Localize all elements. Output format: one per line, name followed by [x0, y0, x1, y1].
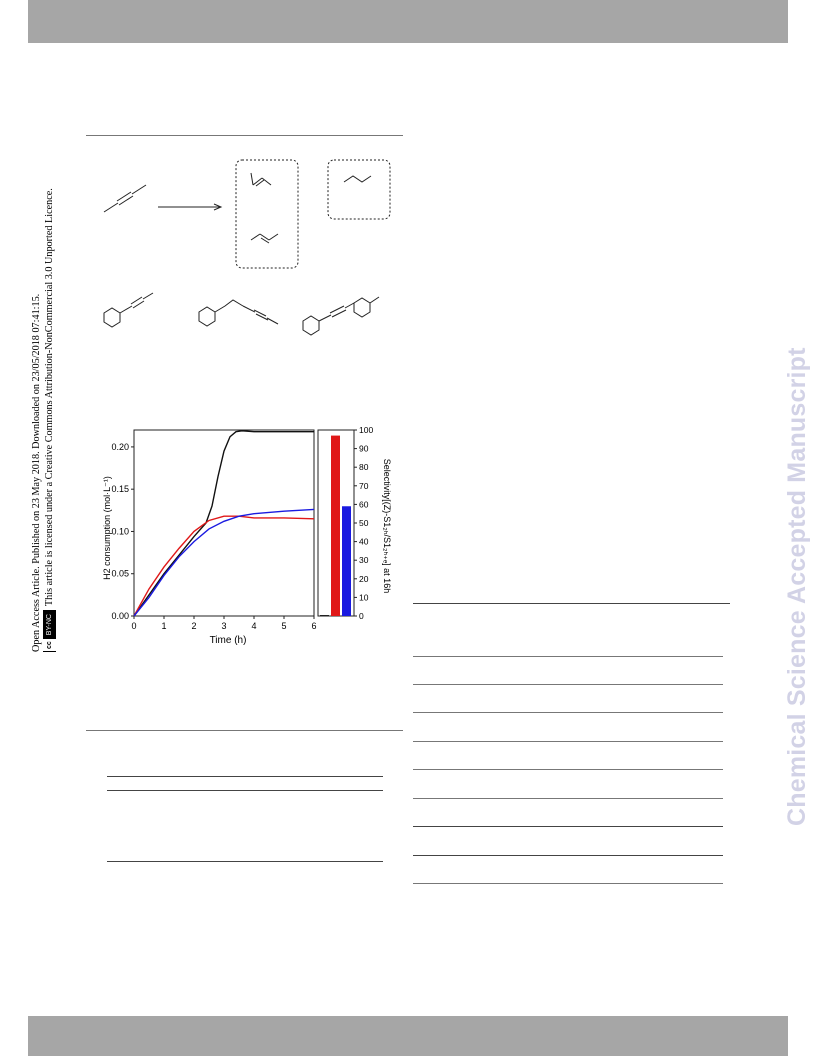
right-table-rule-2: [413, 684, 723, 685]
right-table-rule-6: [413, 798, 723, 799]
alkene-products-box: [235, 159, 299, 269]
right-table-rule-4: [413, 741, 723, 742]
right-table-rule-9: [413, 883, 723, 884]
series-line-2: [133, 515, 315, 617]
series-line-1: [133, 430, 314, 617]
table-rule-3: [107, 861, 383, 862]
x-tick-label: 1: [161, 621, 166, 631]
y-tick-label: 0.20: [111, 442, 129, 452]
x-tick-label: 2: [191, 621, 196, 631]
right-table-rule-5: [413, 769, 723, 770]
x-tick-label: 6: [311, 621, 316, 631]
x-axis-label: Time (h): [210, 635, 247, 646]
y2-tick-label: 50: [359, 518, 369, 528]
alkyne-structure: [103, 184, 147, 213]
right-table-rule-3: [413, 712, 723, 713]
y-tick-label: 0.15: [111, 484, 129, 494]
right-table-rule-1: [413, 656, 723, 657]
y2-tick-label: 90: [359, 444, 369, 454]
y2-tick-label: 70: [359, 481, 369, 491]
alkane-product-box: [327, 159, 391, 220]
y-tick-label: 0.00: [111, 611, 129, 621]
z-alkene-structure: [250, 172, 272, 187]
reaction-arrow-icon: [158, 203, 223, 211]
x-tick-label: 3: [221, 621, 226, 631]
x-tick-label: 4: [251, 621, 256, 631]
plot-area-frame: [133, 429, 315, 617]
table-rule-2: [107, 790, 383, 791]
e-alkene-structure: [250, 233, 279, 244]
selectivity-bar-2: [331, 435, 340, 616]
y2-tick-label: 30: [359, 555, 369, 565]
right-table-rule-7: [413, 826, 723, 827]
selectivity-bar-1: [320, 615, 329, 617]
header-bar: [28, 0, 788, 43]
y2-tick-label: 10: [359, 592, 369, 602]
series-line-3: [133, 508, 315, 617]
x-tick-label: 5: [281, 621, 286, 631]
h2-consumption-chart: 0 1 2 3 4 5 6 0.00 0.05 0.10 0.15 0.20 0 10 20 30 40 50 60…: [102, 425, 392, 646]
y2-tick-label: 80: [359, 462, 369, 472]
y2-tick-label: 60: [359, 499, 369, 509]
y2-tick-label: 40: [359, 537, 369, 547]
selectivity-bar-3: [342, 506, 351, 616]
table-rule-1: [107, 776, 383, 777]
right-table-top-rule: [413, 603, 730, 604]
diarylalkyne-structure: [302, 296, 380, 336]
y-tick-label: 0.10: [111, 526, 129, 536]
figure-top-rule: [86, 135, 403, 136]
phenylhexyne-structure: [198, 299, 279, 327]
y2-tick-label: 100: [359, 425, 373, 435]
y2-tick-label: 20: [359, 574, 369, 584]
alkane-structure: [343, 175, 372, 183]
section-rule: [86, 730, 403, 731]
x-tick-label: 0: [131, 621, 136, 631]
right-table-rule-8: [413, 855, 723, 856]
y-axis-label: H2 consumption (mol·L⁻¹): [102, 476, 112, 580]
footer-bar: [28, 1016, 788, 1056]
y-tick-label: 0.05: [111, 569, 129, 579]
y2-axis-label: Selectivity[(Z)-S1₂ₕ/S1₂ₕ₊ₑ] at 16h: [382, 459, 392, 593]
phenylpropyne-structure: [103, 292, 154, 328]
y2-tick-label: 0: [359, 611, 364, 621]
